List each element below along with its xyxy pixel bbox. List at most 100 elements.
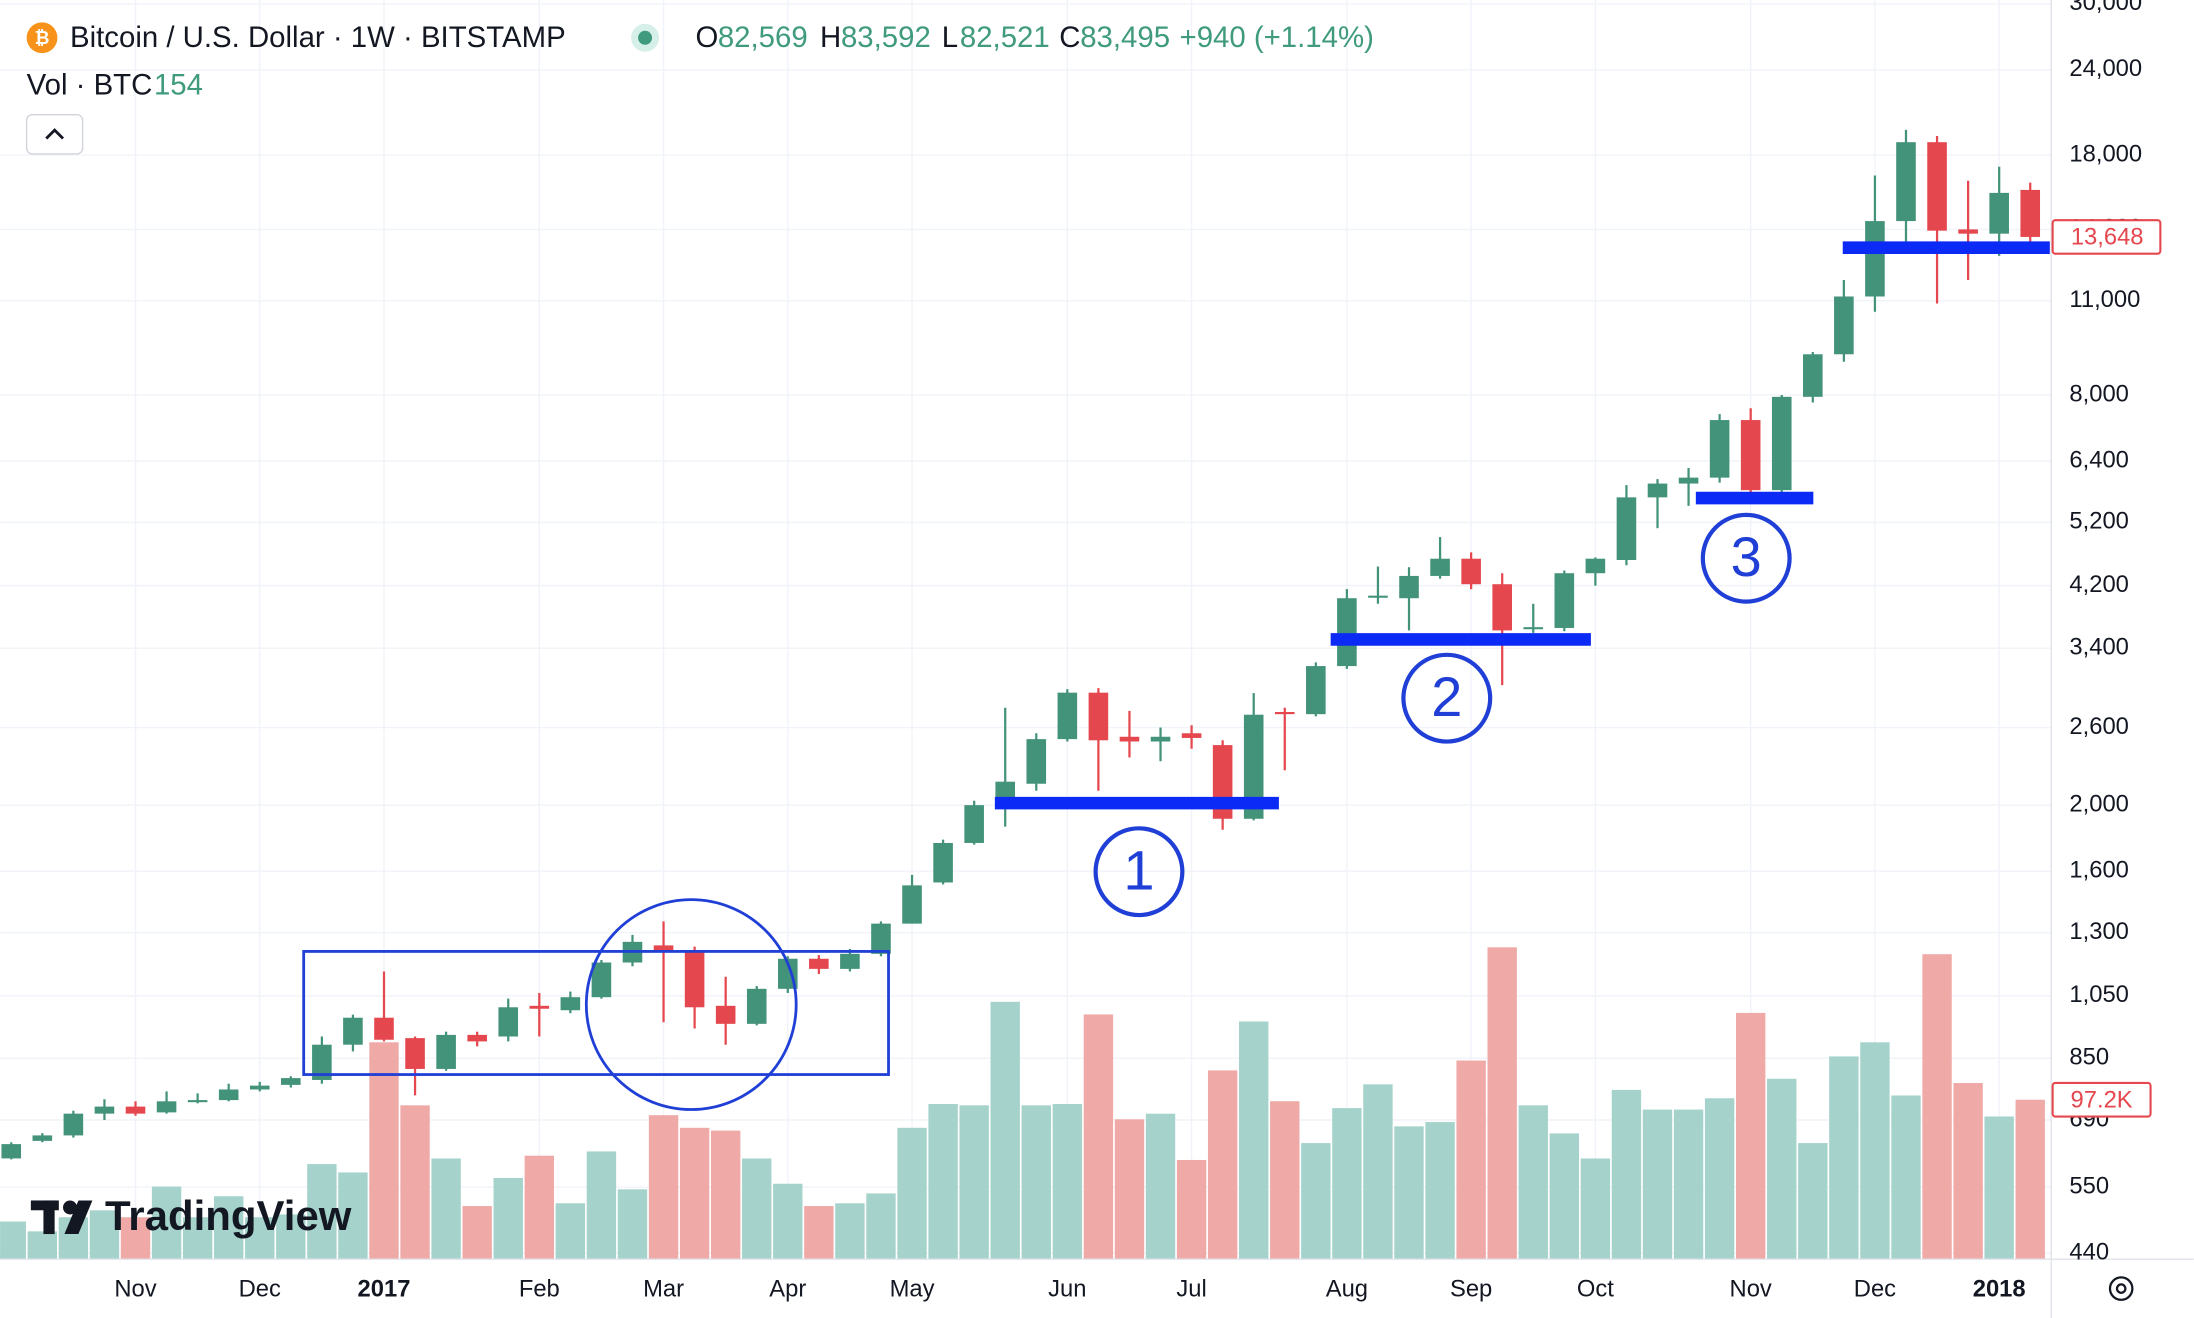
candle-body [156,1101,177,1113]
candle-body [281,1078,301,1085]
y-tick-label: 2,600 [2069,713,2128,740]
x-tick-label: 2018 [1973,1275,2026,1302]
candle-body [1026,739,1047,784]
candle-body [1274,711,1295,715]
candle-body [1896,142,1916,222]
candle-body [529,1005,550,1009]
y-tick-label: 4,200 [2069,571,2128,598]
volume-bar [1580,1158,1611,1260]
volume-bar [89,1210,120,1260]
candle-body [1306,666,1326,715]
annotation-number: 2 [1431,665,1462,728]
x-tick-label: May [890,1275,935,1302]
candle-body [312,1044,332,1080]
volume-bar [773,1183,803,1260]
last-price-label: 13,648 [2071,224,2144,251]
collapse-icon [45,128,65,140]
candle-body [1088,692,1109,741]
x-tick-label: Nov [1730,1275,1772,1302]
volume-bar [804,1206,834,1260]
volume-bar [1735,1012,1766,1260]
candle-body [32,1135,53,1141]
volume-bar [400,1105,430,1260]
ohlc-value: 83,592 [841,21,931,54]
volume-bar [1114,1119,1145,1260]
y-tick-label: 8,000 [2069,380,2128,407]
ohlc-key: O [695,21,718,54]
candle-body [1803,354,1823,397]
y-tick-label: 24,000 [2069,55,2142,82]
drawings [302,241,2050,1111]
settings-icon[interactable] [2108,1276,2134,1301]
volume-bar [431,1158,461,1260]
candle-body [405,1038,425,1069]
y-tick-label: 2,000 [2069,790,2128,817]
volume-bar [617,1189,648,1260]
volume-bar [1052,1104,1083,1260]
candle-body [374,1017,394,1040]
volume-bar [897,1127,927,1260]
volume-bar [990,1001,1020,1260]
ohlc-key: L [942,21,958,54]
volume-bar [307,1164,337,1260]
candle-body [933,842,953,883]
candle-body [871,923,891,954]
collapse-button[interactable] [25,114,84,155]
ohlc-value: 83,495 [1080,21,1170,54]
volume-title: Vol · BTC [27,69,153,102]
candle-body [1771,396,1792,491]
candle-body [1585,558,1606,574]
volume-bar [120,1217,151,1260]
volume-bar [1922,954,1952,1260]
x-tick-label: Mar [643,1275,684,1302]
candle-body [1243,714,1264,819]
ohlc-value: 82,569 [718,21,808,54]
volume-bar [1207,1070,1238,1260]
x-tick-label: Sep [1450,1275,1492,1302]
symbol-title: Bitcoin / U.S. Dollar · 1W · BITSTAMP [70,21,566,54]
candle-body [1523,627,1544,630]
candle-body [964,805,984,843]
candle-body [1,1144,22,1159]
volume-bar [338,1172,368,1260]
volume-bar [493,1178,523,1260]
candle-body [1865,221,1885,297]
volume-bar [928,1104,958,1260]
logo-part [63,1200,78,1215]
volume-bar [1083,1014,1114,1260]
settings-icon-core [2115,1283,2127,1294]
ohlc-change: +940 (+1.14%) [1180,21,1374,54]
volume-bar [1767,1078,1797,1260]
candle-body [2020,189,2041,237]
volume-bar [679,1127,710,1260]
volume-bar [2015,1099,2045,1260]
candle-body [1399,575,1419,599]
volume-tag [2051,1081,2152,1118]
axes: 4405506908501,0501,3001,6002,0002,6003,4… [114,0,2162,1302]
candle-body [498,1007,519,1037]
logo-part [64,1200,93,1235]
volume-bar [1394,1126,1424,1260]
volume-bar [1611,1089,1642,1260]
volume-layer [0,947,2045,1260]
ohlc-key: C [1059,21,1080,54]
candle-body [1927,142,1947,231]
y-tick-label: 18,000 [2069,140,2142,167]
candle-body [1461,558,1481,585]
volume-bar [1860,1042,1890,1260]
volume-bar [555,1203,586,1260]
y-tick-label: 11,000 [2069,286,2140,313]
y-tick-label: 5,200 [2069,508,2128,535]
candle-body [1678,477,1699,484]
volume-bar [1270,1101,1300,1260]
candle-body [840,953,860,969]
x-tick-label: Apr [769,1275,806,1302]
x-tick-label: Dec [239,1275,281,1302]
volume-bar [151,1186,182,1260]
candle-body [1337,598,1357,667]
candle-body [343,1017,363,1045]
volume-tag-label: 97.2K [2071,1086,2133,1113]
volume-bar [1518,1105,1548,1260]
volume-bar [1239,1021,1269,1260]
